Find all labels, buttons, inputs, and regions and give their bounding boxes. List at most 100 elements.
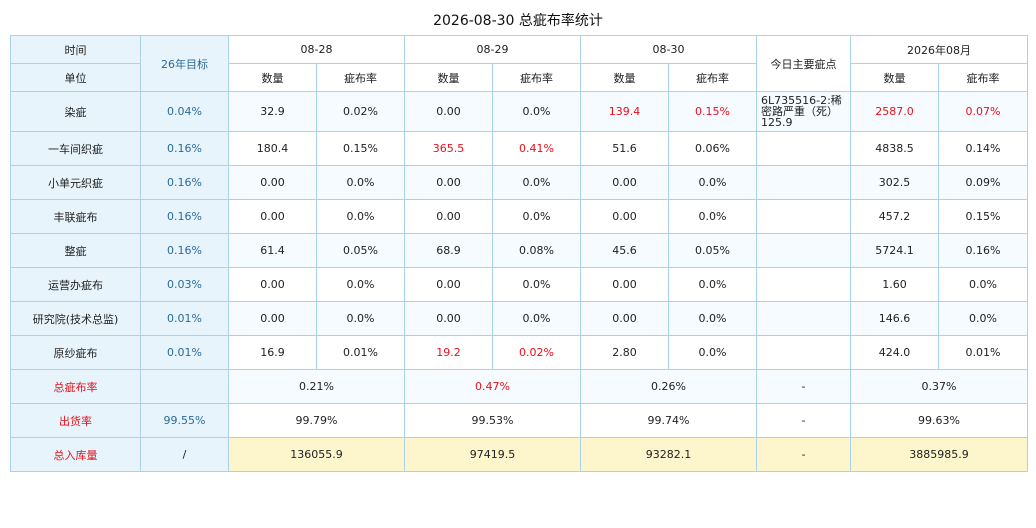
target-cell: 0.16% <box>140 165 229 200</box>
rate-cell: 0.0% <box>492 199 581 234</box>
table-row: 整疵 0.16% 61.4 0.05% 68.9 0.08% 45.6 0.05… <box>10 233 1028 268</box>
row-label: 原纱疵布 <box>10 335 141 370</box>
table-row: 原纱疵布 0.01% 16.9 0.01% 19.2 0.02% 2.80 0.… <box>10 335 1028 370</box>
time-header: 时间 <box>10 35 141 64</box>
rate-cell: 0.01% <box>316 335 405 370</box>
main-defect-note: - <box>756 369 851 404</box>
qty-header: 数量 <box>404 63 493 92</box>
rate-cell: 0.06% <box>668 131 757 166</box>
qty-cell: 68.9 <box>404 233 493 268</box>
qty-cell: 0.00 <box>404 267 493 302</box>
row-label: 总疵布率 <box>10 369 141 404</box>
rate-cell: 0.0% <box>492 165 581 200</box>
rate-cell: 0.15% <box>668 91 757 132</box>
date-header-2: 08-29 <box>404 35 581 64</box>
target-cell: 0.03% <box>140 267 229 302</box>
ship-rate-cell: 99.53% <box>404 403 581 438</box>
total-rate-cell: 0.47% <box>404 369 581 404</box>
main-defect-note <box>756 267 851 302</box>
rate-cell: 0.0% <box>668 267 757 302</box>
row-label: 运营办疵布 <box>10 267 141 302</box>
ship-rate-cell: 99.79% <box>228 403 405 438</box>
qty-cell: 0.00 <box>228 165 317 200</box>
ship-rate-row: 出货率 99.55% 99.79% 99.53% 99.74% - 99.63% <box>10 403 1028 438</box>
rate-cell: 0.0% <box>316 301 405 336</box>
qty-cell: 0.00 <box>580 165 669 200</box>
rate-cell: 0.0% <box>316 267 405 302</box>
month-qty-cell: 2587.0 <box>850 91 939 132</box>
month-qty-cell: 5724.1 <box>850 233 939 268</box>
qty-cell: 0.00 <box>404 199 493 234</box>
month-inbound-cell: 3885985.9 <box>850 437 1028 472</box>
unit-header: 单位 <box>10 63 141 92</box>
month-rate-cell: 0.16% <box>938 233 1028 268</box>
rate-cell: 0.0% <box>668 199 757 234</box>
main-defect-note <box>756 301 851 336</box>
rate-header: 疵布率 <box>668 63 757 92</box>
month-qty-cell: 4838.5 <box>850 131 939 166</box>
total-rate-cell: 0.26% <box>580 369 757 404</box>
date-header-1: 08-28 <box>228 35 405 64</box>
month-rate-cell: 0.14% <box>938 131 1028 166</box>
row-label: 小单元织疵 <box>10 165 141 200</box>
main-defect-note: - <box>756 403 851 438</box>
table-row: 研究院(技术总监) 0.01% 0.00 0.0% 0.00 0.0% 0.00… <box>10 301 1028 336</box>
qty-cell: 19.2 <box>404 335 493 370</box>
month-rate-cell: 0.0% <box>938 267 1028 302</box>
row-label: 整疵 <box>10 233 141 268</box>
qty-cell: 0.00 <box>228 267 317 302</box>
row-label: 出货率 <box>10 403 141 438</box>
qty-cell: 0.00 <box>580 267 669 302</box>
rate-cell: 0.15% <box>316 131 405 166</box>
month-rate-cell: 0.09% <box>938 165 1028 200</box>
qty-cell: 16.9 <box>228 335 317 370</box>
row-label: 总入库量 <box>10 437 141 472</box>
main-defect-note <box>756 165 851 200</box>
month-rate-cell: 0.0% <box>938 301 1028 336</box>
inbound-cell: 97419.5 <box>404 437 581 472</box>
row-label: 研究院(技术总监) <box>10 301 141 336</box>
qty-cell: 45.6 <box>580 233 669 268</box>
defect-rate-table: 时间 26年目标 08-28 08-29 08-30 今日主要疵点 2026年0… <box>10 35 1028 472</box>
month-qty-cell: 457.2 <box>850 199 939 234</box>
rate-cell: 0.0% <box>492 267 581 302</box>
qty-cell: 365.5 <box>404 131 493 166</box>
target-cell: 0.16% <box>140 131 229 166</box>
target-header: 26年目标 <box>140 35 229 92</box>
target-cell: 0.01% <box>140 301 229 336</box>
ship-rate-cell: 99.74% <box>580 403 757 438</box>
rate-header: 疵布率 <box>316 63 405 92</box>
page-title: 2026-08-30 总疵布率统计 <box>433 13 603 29</box>
qty-cell: 0.00 <box>404 91 493 132</box>
qty-cell: 61.4 <box>228 233 317 268</box>
inbound-cell: 93282.1 <box>580 437 757 472</box>
month-rate-cell: 0.15% <box>938 199 1028 234</box>
rate-cell: 0.41% <box>492 131 581 166</box>
month-rate-cell: 0.01% <box>938 335 1028 370</box>
main-defect-note <box>756 233 851 268</box>
month-qty-cell: 302.5 <box>850 165 939 200</box>
month-qty-cell: 424.0 <box>850 335 939 370</box>
rate-cell: 0.0% <box>492 91 581 132</box>
table-row: 染疵 0.04% 32.9 0.02% 0.00 0.0% 139.4 0.15… <box>10 91 1028 132</box>
qty-cell: 139.4 <box>580 91 669 132</box>
main-defect-header: 今日主要疵点 <box>756 35 851 92</box>
rate-cell: 0.02% <box>492 335 581 370</box>
row-label: 染疵 <box>10 91 141 132</box>
month-qty-cell: 1.60 <box>850 267 939 302</box>
qty-cell: 0.00 <box>580 301 669 336</box>
rate-cell: 0.02% <box>316 91 405 132</box>
main-defect-note <box>756 199 851 234</box>
rate-cell: 0.0% <box>668 301 757 336</box>
target-cell: / <box>140 437 229 472</box>
target-cell: 0.16% <box>140 233 229 268</box>
month-qty-cell: 146.6 <box>850 301 939 336</box>
table-row: 丰联疵布 0.16% 0.00 0.0% 0.00 0.0% 0.00 0.0%… <box>10 199 1028 234</box>
main-defect-note: 6L735516-2:稀密路严重（死）125.9 <box>756 91 851 132</box>
rate-header: 疵布率 <box>938 63 1028 92</box>
rate-cell: 0.05% <box>668 233 757 268</box>
qty-header: 数量 <box>850 63 939 92</box>
total-rate-cell: 0.21% <box>228 369 405 404</box>
rate-cell: 0.08% <box>492 233 581 268</box>
qty-cell: 0.00 <box>580 199 669 234</box>
